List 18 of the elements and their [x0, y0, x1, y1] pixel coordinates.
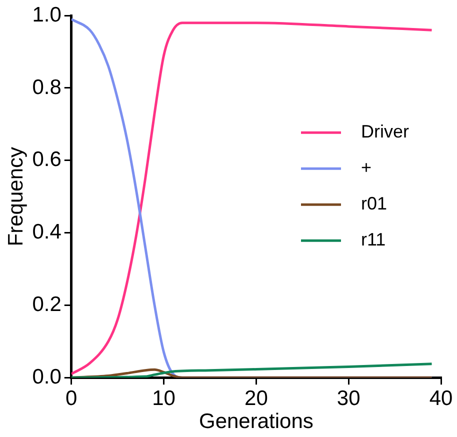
x-tick-label: 0 — [66, 386, 78, 410]
x-axis-title: Generations — [198, 410, 314, 434]
x-tick-label: 30 — [336, 386, 360, 410]
legend-label: r01 — [361, 194, 388, 214]
legend-label: r11 — [361, 230, 386, 250]
y-tick-label: 0.6 — [32, 148, 62, 172]
y-tick-label: 0.4 — [32, 220, 62, 244]
x-tick-label: 10 — [152, 386, 176, 410]
y-tick-label: 0.8 — [32, 76, 62, 99]
y-axis-title: Frequency — [4, 146, 28, 246]
x-tick-label: 40 — [429, 386, 453, 410]
line-series — [71, 362, 434, 378]
legend-label: + — [361, 158, 372, 178]
x-tick-label: 20 — [244, 386, 268, 410]
legend-label: Driver — [361, 122, 410, 142]
y-tick-label: 0.0 — [32, 365, 62, 388]
y-tick-label: 0.2 — [32, 292, 62, 316]
y-tick-label: 1.0 — [32, 3, 62, 26]
